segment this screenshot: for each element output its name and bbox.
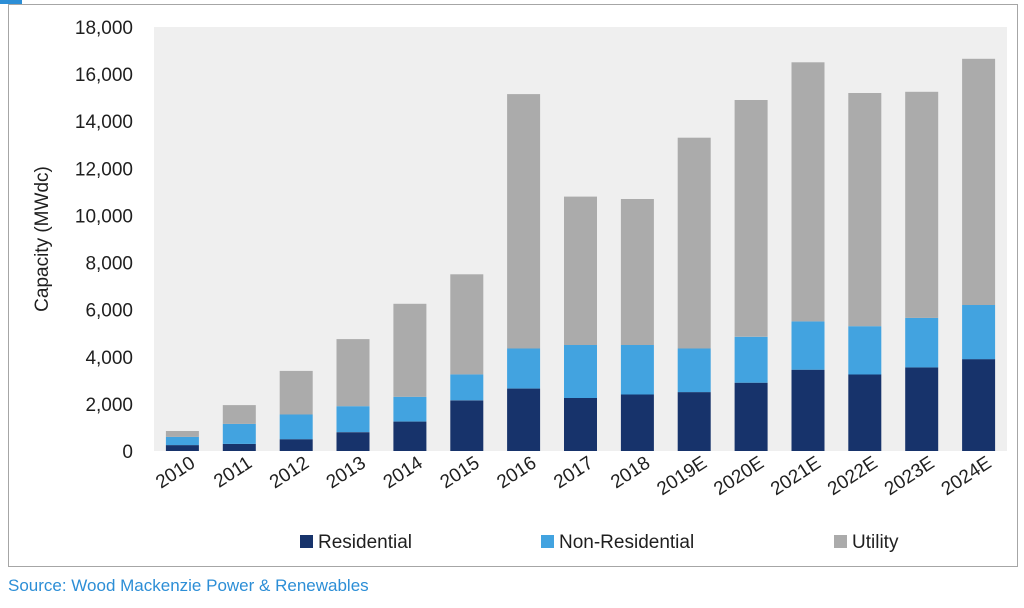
bar-non-residential xyxy=(677,348,711,393)
bar-utility xyxy=(962,58,996,305)
y-tick-label: 2,000 xyxy=(85,395,133,416)
bar-utility xyxy=(279,370,313,415)
bar-residential xyxy=(393,421,427,451)
x-tick-label: 2011 xyxy=(210,453,256,493)
x-tick-label: 2020E xyxy=(710,453,768,501)
bar-non-residential xyxy=(222,423,256,444)
bar-residential xyxy=(905,367,939,451)
y-axis-title: Capacity (MWdc) xyxy=(32,166,53,312)
y-axis-ticks: 0 2,000 4,000 6,000 8,000 10,000 12,000 14,000 1… xyxy=(75,18,133,463)
bar-residential xyxy=(336,432,370,451)
legend: Residential Non-Residential Utility xyxy=(300,532,899,553)
bar-utility xyxy=(734,100,768,337)
y-tick-label: 18,000 xyxy=(75,18,133,39)
bar-utility xyxy=(905,91,939,318)
bar-non-residential xyxy=(393,396,427,422)
bar-residential xyxy=(507,388,541,451)
bar-utility xyxy=(222,405,256,424)
bar-utility xyxy=(450,274,484,375)
bar-non-residential xyxy=(507,348,541,389)
source-note: Source: Wood Mackenzie Power & Renewable… xyxy=(8,576,369,595)
legend-swatch-utility xyxy=(834,535,847,548)
bar-residential xyxy=(222,443,256,451)
legend-swatch-residential xyxy=(300,535,313,548)
bar-residential xyxy=(279,439,313,451)
x-tick-label: 2018 xyxy=(607,453,654,494)
bar-non-residential xyxy=(450,374,484,401)
x-tick-label: 2016 xyxy=(493,453,540,494)
y-tick-label: 0 xyxy=(122,442,133,463)
x-tick-label: 2019E xyxy=(653,453,711,501)
y-tick-label: 6,000 xyxy=(85,301,133,322)
y-tick-label: 16,000 xyxy=(75,65,133,86)
bar-non-residential xyxy=(279,414,313,440)
x-tick-label: 2010 xyxy=(152,453,199,494)
bar-non-residential xyxy=(336,406,370,433)
bar-utility xyxy=(507,94,541,349)
legend-swatch-non-residential xyxy=(541,535,554,548)
bar-utility xyxy=(564,196,597,345)
bar-utility xyxy=(848,93,882,327)
y-tick-label: 4,000 xyxy=(85,348,133,369)
bar-non-residential xyxy=(734,336,768,383)
legend-label-utility: Utility xyxy=(852,532,899,553)
bar-non-residential xyxy=(165,436,199,446)
y-tick-label: 10,000 xyxy=(75,206,133,227)
x-tick-label: 2023E xyxy=(881,453,939,501)
bar-utility xyxy=(677,137,711,349)
stacked-bar-chart: Capacity (MWdc) 0 2,000 4,000 6,000 8,000 10,… xyxy=(32,18,1007,553)
y-tick-label: 14,000 xyxy=(75,112,133,133)
bars xyxy=(165,58,996,451)
bar-utility xyxy=(336,339,370,407)
bar-residential xyxy=(734,382,768,451)
bar-utility xyxy=(393,303,427,397)
bar-residential xyxy=(791,369,825,451)
x-tick-label: 2017 xyxy=(550,453,597,494)
x-tick-label: 2024E xyxy=(938,453,996,501)
bar-residential xyxy=(564,398,597,451)
x-tick-label: 2013 xyxy=(323,453,370,494)
x-axis-ticks: 2010 2011 2012 2013 2014 2015 2016 2017 2018 2019… xyxy=(152,452,995,500)
bar-utility xyxy=(791,62,825,322)
bar-non-residential xyxy=(791,321,825,370)
legend-label-non-residential: Non-Residential xyxy=(559,532,694,553)
x-tick-label: 2021E xyxy=(767,453,825,501)
legend-label-residential: Residential xyxy=(318,532,412,553)
bar-residential xyxy=(165,445,199,451)
y-tick-label: 8,000 xyxy=(85,254,133,275)
x-tick-label: 2015 xyxy=(437,453,484,494)
top-accent-bar xyxy=(0,0,22,4)
bar-utility xyxy=(165,431,199,437)
bar-non-residential xyxy=(620,345,654,395)
bar-non-residential xyxy=(905,317,939,368)
bar-utility xyxy=(620,199,654,345)
bar-residential xyxy=(677,392,711,451)
bar-residential xyxy=(962,359,996,451)
x-tick-label: 2014 xyxy=(380,452,427,493)
y-tick-label: 12,000 xyxy=(75,159,133,180)
bar-residential xyxy=(620,394,654,451)
bar-non-residential xyxy=(848,326,882,375)
bar-residential xyxy=(450,400,484,451)
bar-non-residential xyxy=(962,305,996,360)
bar-non-residential xyxy=(564,345,597,398)
x-tick-label: 2012 xyxy=(266,453,313,494)
bar-residential xyxy=(848,374,882,451)
x-tick-label: 2022E xyxy=(824,453,882,501)
